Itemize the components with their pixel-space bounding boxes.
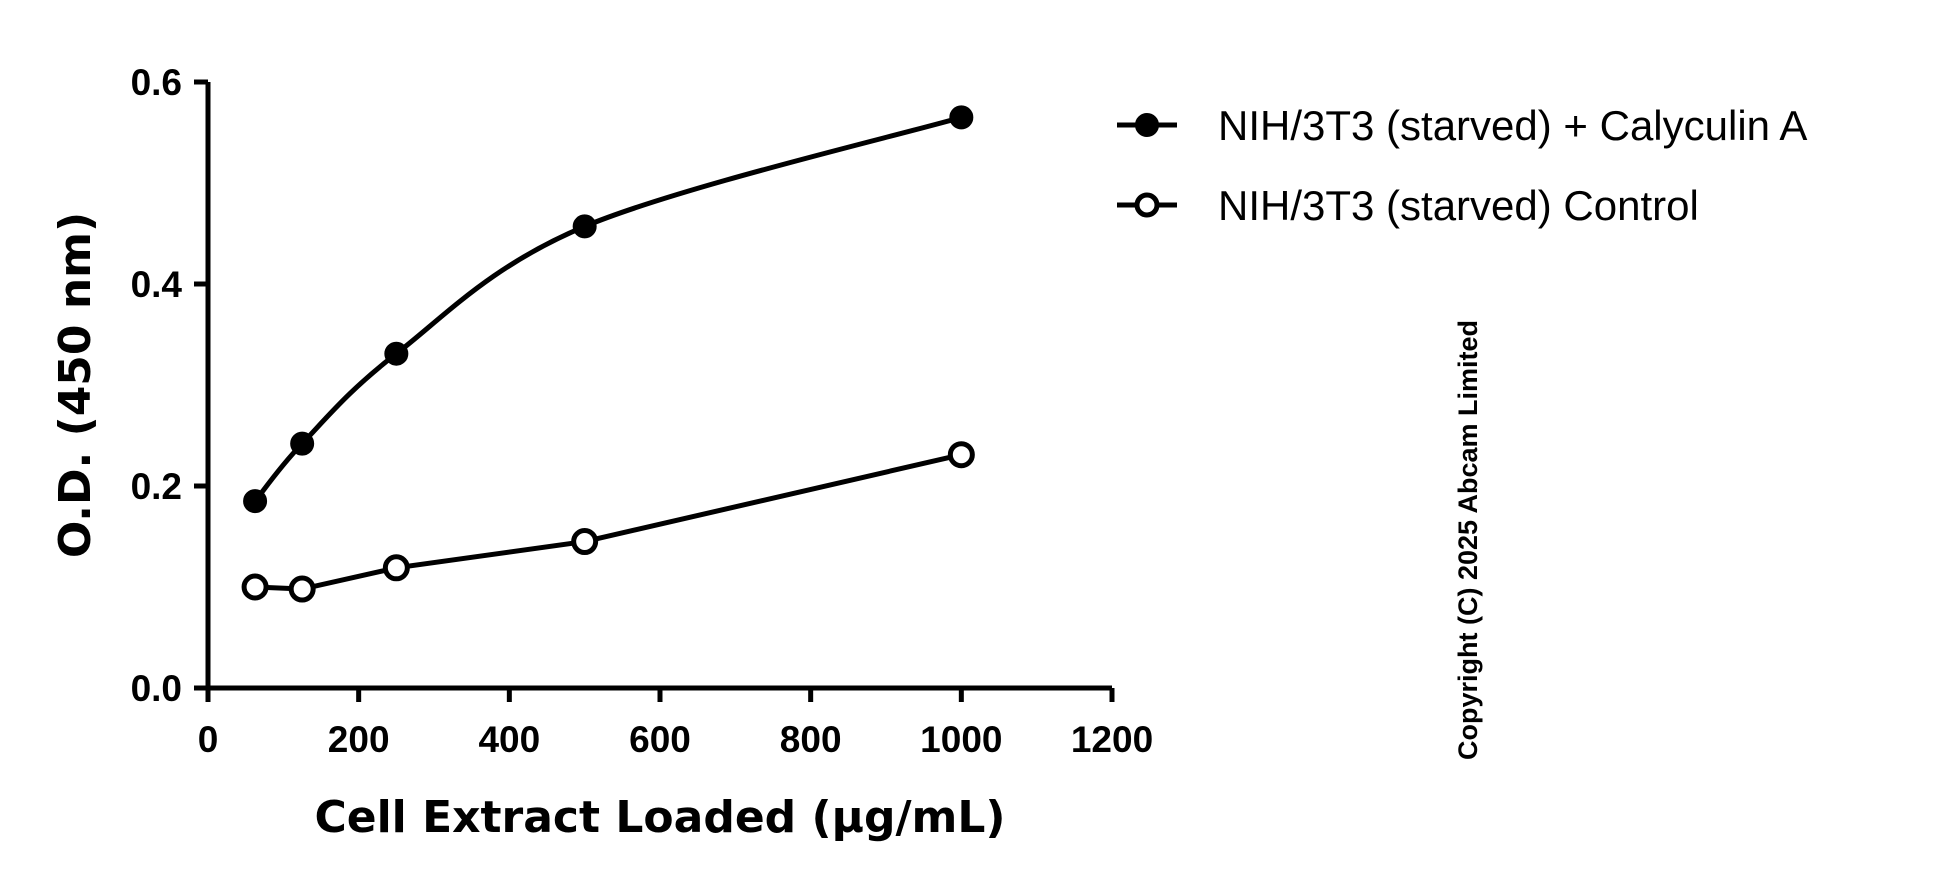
data-point-series-0 [949, 105, 974, 130]
data-point-series-0 [572, 214, 597, 239]
data-point-series-0 [243, 489, 268, 514]
x-tick-label: 400 [478, 719, 540, 760]
axes [205, 82, 1112, 691]
x-tick-label: 0 [198, 719, 219, 760]
y-tick-label: 0.6 [131, 62, 182, 103]
legend-entry-control: NIH/3T3 (starved) Control [1117, 182, 1699, 229]
legend-label-calyculin: NIH/3T3 (starved) + Calyculin A [1218, 102, 1807, 149]
y-axis-title: O.D. (450 nm) [50, 212, 101, 558]
x-tick-label: 800 [780, 719, 842, 760]
data-point-series-1 [382, 554, 410, 582]
series-points [241, 105, 975, 603]
y-tick-label: 0.4 [131, 264, 183, 305]
legend: NIH/3T3 (starved) + Calyculin A NIH/3T3 … [1117, 102, 1807, 229]
x-axis-title: Cell Extract Loaded (μg/mL) [314, 792, 1005, 843]
legend-label-control: NIH/3T3 (starved) Control [1218, 182, 1699, 229]
x-tick-label: 200 [328, 719, 390, 760]
y-tick-label: 0.0 [131, 668, 182, 709]
data-point-series-0 [290, 431, 315, 456]
x-tick-label: 1200 [1071, 719, 1153, 760]
copyright-text: Copyright (C) 2025 Abcam Limited [1453, 320, 1483, 760]
data-point-series-0 [384, 341, 409, 366]
x-tick-label: 600 [629, 719, 691, 760]
data-point-series-1 [571, 528, 599, 556]
data-point-series-1 [947, 441, 975, 469]
legend-marker-filled-circle-icon [1135, 113, 1159, 137]
series-lines [253, 114, 963, 592]
y-tick-label: 0.2 [131, 466, 182, 507]
data-point-series-1 [241, 573, 269, 601]
legend-entry-calyculin: NIH/3T3 (starved) + Calyculin A [1117, 102, 1807, 149]
legend-marker-open-circle-icon [1134, 192, 1160, 218]
ticks: 0 200 400 600 800 1000 1200 0.0 0.2 0.4 0.6 [131, 62, 1154, 760]
series-line-1 [254, 452, 962, 592]
data-point-series-1 [288, 575, 316, 603]
series-line-0 [253, 114, 963, 503]
x-tick-label: 1000 [920, 719, 1002, 760]
